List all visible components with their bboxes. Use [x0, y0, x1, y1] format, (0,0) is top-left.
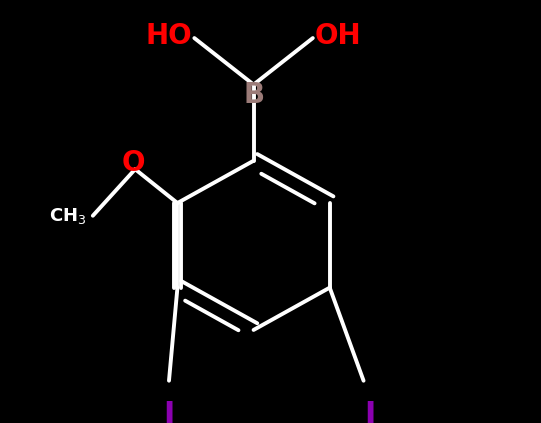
Text: B: B: [243, 81, 264, 109]
Text: O: O: [121, 149, 145, 177]
Text: I: I: [163, 400, 175, 423]
Text: HO: HO: [146, 22, 192, 50]
Text: I: I: [364, 400, 375, 423]
Text: CH$_3$: CH$_3$: [49, 206, 87, 226]
Text: OH: OH: [315, 22, 361, 50]
